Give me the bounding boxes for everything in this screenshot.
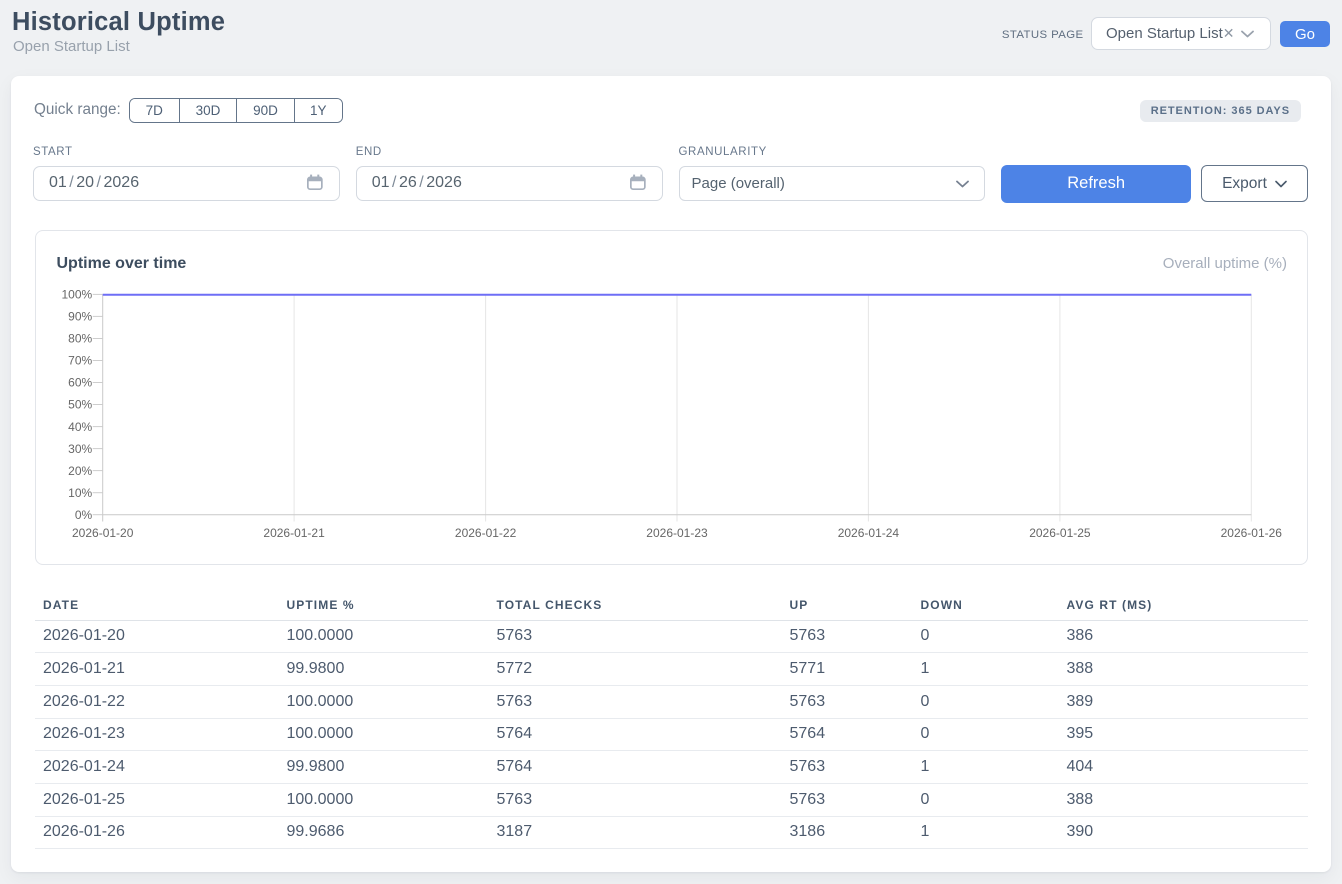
- svg-text:2026-01-22: 2026-01-22: [455, 526, 517, 540]
- svg-text:40%: 40%: [68, 420, 92, 434]
- svg-text:80%: 80%: [68, 332, 92, 346]
- svg-text:2026-01-23: 2026-01-23: [646, 526, 708, 540]
- svg-text:100%: 100%: [61, 288, 92, 302]
- svg-text:2026-01-20: 2026-01-20: [72, 526, 134, 540]
- svg-text:20%: 20%: [68, 464, 92, 478]
- svg-text:2026-01-21: 2026-01-21: [263, 526, 325, 540]
- svg-text:2026-01-24: 2026-01-24: [838, 526, 900, 540]
- svg-text:0%: 0%: [75, 508, 93, 522]
- svg-text:2026-01-25: 2026-01-25: [1029, 526, 1091, 540]
- svg-text:70%: 70%: [68, 354, 92, 368]
- svg-text:10%: 10%: [68, 486, 92, 500]
- svg-text:2026-01-26: 2026-01-26: [1221, 526, 1283, 540]
- svg-text:30%: 30%: [68, 442, 92, 456]
- svg-text:90%: 90%: [68, 310, 92, 324]
- svg-text:60%: 60%: [68, 376, 92, 390]
- svg-text:50%: 50%: [68, 398, 92, 412]
